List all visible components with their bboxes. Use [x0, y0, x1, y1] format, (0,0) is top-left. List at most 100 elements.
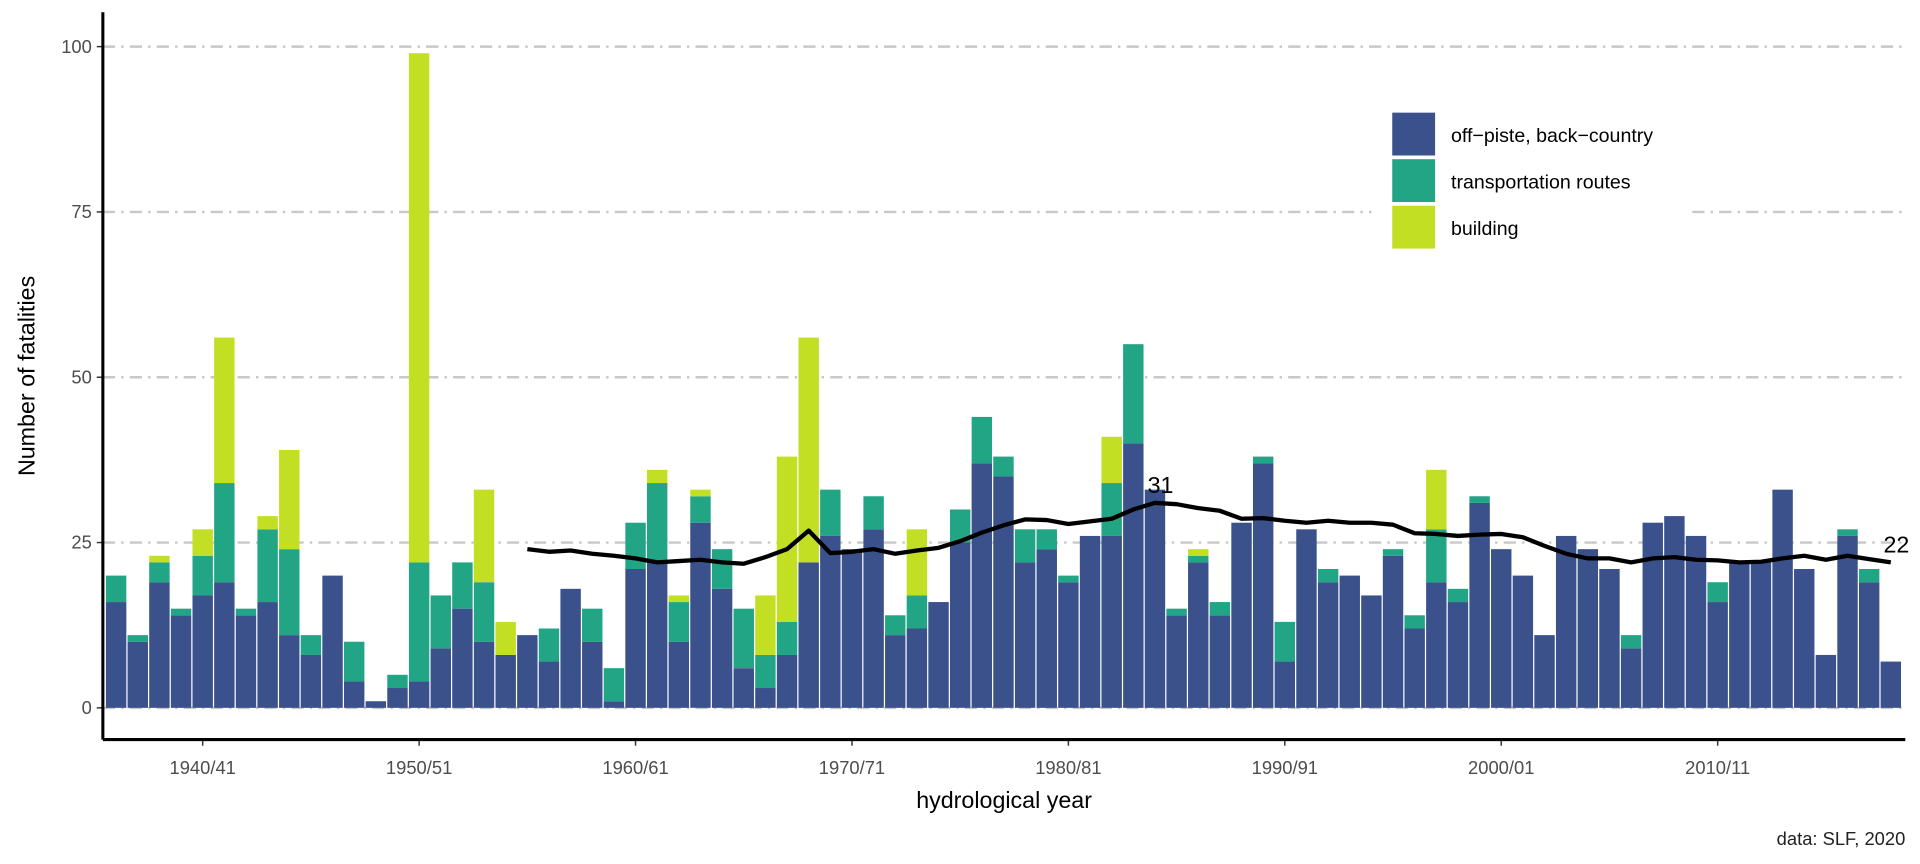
bar-segment	[1101, 483, 1122, 536]
bar-segment	[1404, 615, 1425, 629]
bar-segment	[1188, 549, 1209, 556]
bar-segment	[1837, 529, 1858, 536]
bar-segment	[1339, 575, 1360, 708]
bar-segment	[949, 542, 971, 708]
bar-segment	[257, 529, 278, 603]
bar-segment	[603, 701, 625, 708]
bar-segment	[625, 522, 646, 569]
bar-segment	[885, 635, 906, 708]
bar-segment	[408, 562, 430, 682]
bar-segment	[192, 595, 213, 708]
bar-segment	[1772, 489, 1793, 708]
bar-segment	[365, 701, 387, 708]
bar-segment	[387, 674, 408, 689]
bar-segment	[668, 595, 690, 603]
bar-segment	[603, 668, 625, 702]
bar-segment	[408, 681, 430, 708]
bar-segment	[1317, 582, 1339, 708]
bar-segment	[1101, 436, 1122, 484]
bar-segment	[149, 562, 170, 583]
bar-segment	[582, 641, 603, 708]
bar-segment	[1447, 602, 1469, 708]
x-tick-label: 1970/71	[819, 757, 885, 778]
bar-segment	[452, 562, 473, 609]
bar-segment	[105, 575, 127, 603]
bar-segment	[798, 337, 819, 563]
x-tick-label: 2000/01	[1468, 757, 1534, 778]
x-axis-title: hydrological year	[916, 787, 1092, 813]
bar-segment	[300, 654, 322, 708]
trend-label: 31	[1148, 472, 1174, 498]
bar-segment	[1707, 582, 1728, 603]
bar-segment	[668, 602, 690, 642]
bar-segment	[1426, 582, 1447, 708]
bar-segment	[257, 602, 278, 708]
bar-segment	[538, 628, 560, 662]
x-tick-label: 1980/81	[1035, 757, 1101, 778]
bar-segment	[971, 463, 993, 708]
x-tick-label: 1950/51	[386, 757, 452, 778]
bar-segment	[646, 562, 668, 708]
bar-segment	[538, 661, 560, 708]
bar-segment	[1642, 522, 1663, 708]
bar-segment	[517, 635, 538, 708]
y-tick-label: 100	[61, 36, 92, 57]
bar-segment	[1079, 535, 1101, 708]
bar-segment	[776, 654, 798, 708]
bar-segment	[755, 595, 776, 655]
bar-segment	[1664, 516, 1685, 708]
bar-segment	[1361, 595, 1382, 708]
y-tick-label: 0	[82, 697, 92, 718]
bar-segment	[646, 469, 668, 484]
bar-segment	[343, 681, 365, 708]
bar-segment	[1426, 469, 1447, 530]
bar-segment	[1426, 529, 1447, 583]
x-tick-label: 1960/61	[602, 757, 668, 778]
bar-segment	[1058, 582, 1079, 708]
bar-segment	[820, 489, 841, 536]
x-tick-label: 2010/11	[1685, 757, 1750, 778]
bar-segment	[1101, 535, 1122, 708]
bar-segment	[1231, 522, 1252, 708]
bar-segment	[1794, 568, 1815, 708]
bar-segment	[1188, 555, 1209, 563]
bar-segment	[279, 449, 300, 550]
bar-segment	[1166, 615, 1187, 708]
bar-segment	[1252, 456, 1274, 464]
bar-segment	[1512, 575, 1534, 708]
trend-line	[527, 500, 1892, 566]
bar-segment	[949, 509, 971, 543]
bar-segment	[625, 568, 646, 708]
bar-segment	[170, 608, 192, 616]
bar-segment	[149, 555, 170, 563]
legend-swatch	[1392, 112, 1436, 156]
bar-segment	[755, 654, 776, 689]
bar-segment	[1620, 635, 1642, 649]
bar-segment	[820, 535, 841, 708]
bar-segment	[1729, 562, 1750, 708]
bar-segment	[214, 337, 235, 484]
bar-segment	[105, 602, 127, 708]
bar-segment	[1858, 582, 1880, 708]
bar-segment	[993, 456, 1014, 477]
legend-swatch	[1392, 159, 1436, 203]
bar-segment	[1209, 615, 1231, 708]
bar-segment	[1491, 549, 1512, 708]
bar-segment	[1058, 575, 1079, 583]
bar-segment	[322, 575, 343, 708]
bar-segment	[1166, 608, 1187, 616]
bar-segment	[1274, 661, 1296, 708]
bar-segment	[257, 516, 278, 530]
bar-segment	[279, 549, 300, 636]
x-tick-label: 1990/91	[1252, 757, 1318, 778]
bar-segment	[495, 654, 516, 708]
bar-segment	[1447, 588, 1469, 603]
bar-segment	[1036, 549, 1057, 708]
bar-segment	[1144, 489, 1166, 708]
bar-segment	[1555, 535, 1577, 708]
bar-segment	[170, 615, 192, 708]
bar-segment	[690, 489, 711, 497]
caption: data: SLF, 2020	[1777, 828, 1906, 849]
bar-segment	[668, 641, 690, 708]
